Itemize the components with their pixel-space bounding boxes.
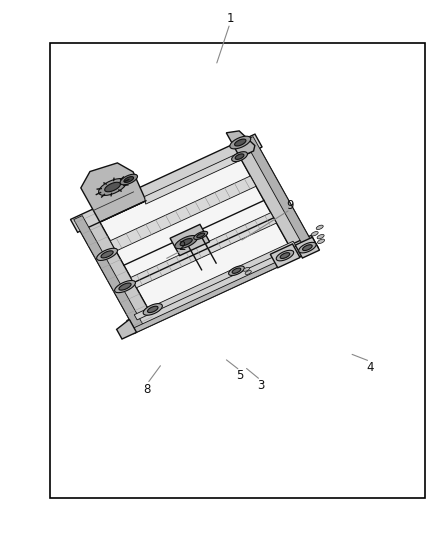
- Polygon shape: [124, 176, 134, 182]
- Polygon shape: [143, 304, 162, 315]
- Polygon shape: [317, 235, 324, 239]
- Text: 9: 9: [286, 199, 294, 212]
- Polygon shape: [97, 248, 117, 261]
- Polygon shape: [276, 251, 294, 261]
- Polygon shape: [226, 131, 255, 157]
- Polygon shape: [244, 268, 250, 271]
- Polygon shape: [299, 243, 316, 253]
- Text: 1: 1: [226, 12, 234, 25]
- Polygon shape: [180, 239, 192, 246]
- Polygon shape: [148, 306, 158, 312]
- Polygon shape: [235, 154, 244, 159]
- Polygon shape: [194, 231, 208, 239]
- Polygon shape: [230, 136, 251, 149]
- Polygon shape: [295, 237, 319, 258]
- Polygon shape: [232, 152, 247, 161]
- Polygon shape: [145, 152, 241, 204]
- Text: 3: 3: [257, 379, 264, 392]
- Polygon shape: [74, 215, 144, 330]
- Polygon shape: [131, 244, 318, 334]
- Polygon shape: [110, 176, 256, 251]
- Text: 8: 8: [144, 383, 151, 395]
- Text: 4: 4: [366, 361, 374, 374]
- Polygon shape: [119, 283, 131, 290]
- Text: 5: 5: [237, 369, 244, 382]
- Polygon shape: [101, 251, 113, 258]
- Bar: [50, 43, 425, 498]
- Polygon shape: [244, 136, 315, 252]
- Polygon shape: [303, 245, 312, 251]
- Polygon shape: [99, 179, 127, 196]
- Polygon shape: [316, 225, 323, 230]
- Polygon shape: [170, 224, 210, 256]
- Polygon shape: [245, 271, 251, 274]
- Polygon shape: [117, 319, 137, 339]
- Polygon shape: [318, 239, 325, 244]
- Polygon shape: [74, 211, 155, 330]
- Polygon shape: [175, 236, 198, 249]
- Polygon shape: [71, 134, 262, 232]
- Polygon shape: [235, 139, 246, 146]
- Polygon shape: [232, 268, 241, 273]
- Polygon shape: [270, 244, 300, 268]
- Polygon shape: [131, 213, 276, 288]
- Polygon shape: [134, 241, 296, 320]
- Polygon shape: [127, 235, 318, 334]
- Polygon shape: [233, 136, 315, 256]
- Polygon shape: [120, 174, 138, 185]
- Polygon shape: [280, 253, 290, 259]
- Polygon shape: [100, 157, 289, 310]
- Polygon shape: [105, 182, 120, 192]
- Polygon shape: [197, 233, 205, 238]
- Polygon shape: [311, 231, 318, 236]
- Polygon shape: [229, 266, 244, 276]
- Text: 2: 2: [178, 240, 186, 253]
- Polygon shape: [115, 280, 135, 293]
- Polygon shape: [81, 163, 146, 222]
